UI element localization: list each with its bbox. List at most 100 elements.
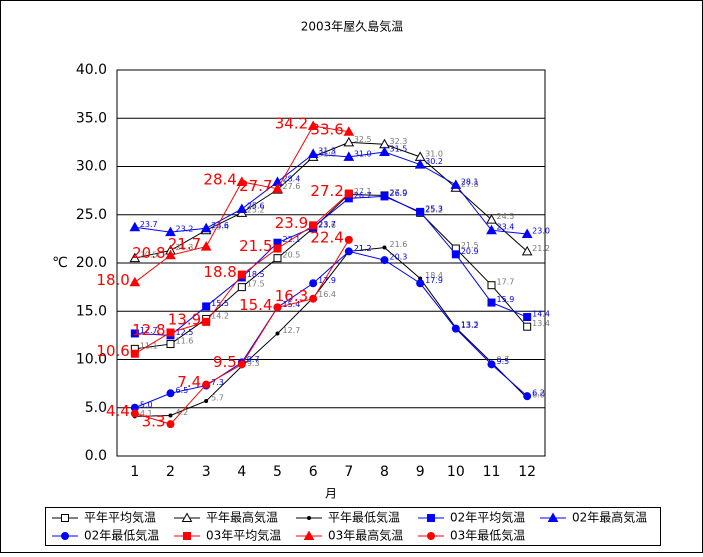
data-label: 21.2 <box>532 244 550 253</box>
data-point <box>200 241 212 251</box>
data-point <box>165 226 176 237</box>
data-label: 13.9 <box>168 310 201 328</box>
data-point <box>130 349 139 358</box>
data-label: 13.2 <box>461 321 479 330</box>
series-line <box>134 247 528 417</box>
data-label: 27.6 <box>283 182 301 191</box>
data-label: 20.3 <box>390 253 408 262</box>
data-label: 31.0 <box>318 149 336 158</box>
data-label: 31.5 <box>390 145 408 154</box>
data-label: 22.4 <box>310 228 343 246</box>
x-tick-label: 9 <box>416 464 425 480</box>
data-label: 28.1 <box>461 177 479 186</box>
data-label: 4.2 <box>176 408 189 417</box>
data-point <box>307 148 319 158</box>
data-label: 18.8 <box>203 263 236 281</box>
x-tick-label: 7 <box>344 464 353 480</box>
data-label: 28.4 <box>203 170 236 188</box>
data-label: 9.5 <box>213 353 237 371</box>
data-label: 12.7 <box>283 326 301 335</box>
data-point <box>273 254 282 263</box>
data-label: 21.3 <box>176 243 194 252</box>
data-point <box>237 360 246 369</box>
data-point <box>202 302 211 311</box>
data-point <box>129 276 141 287</box>
data-label: 21.5 <box>461 241 479 250</box>
legend-box <box>45 507 661 546</box>
y-tick-label: 5.0 <box>85 400 107 416</box>
data-label: 25.2 <box>425 205 443 214</box>
legend-marker <box>427 532 435 540</box>
data-point <box>237 283 246 292</box>
data-label: 25.6 <box>247 201 265 210</box>
legend-label: 02年最低気温 <box>84 528 159 543</box>
data-label: 14.2 <box>211 311 229 320</box>
x-axis-label: 月 <box>325 487 337 501</box>
data-point <box>309 279 318 288</box>
data-label: 28.4 <box>283 174 301 183</box>
data-point <box>486 214 497 224</box>
data-label: 23.4 <box>211 223 229 232</box>
data-label: 27.1 <box>354 187 372 196</box>
data-point <box>487 281 496 290</box>
data-label: 27.2 <box>310 182 343 200</box>
data-point <box>275 331 280 336</box>
data-point <box>523 313 532 322</box>
y-axis-label: ℃ <box>52 255 68 271</box>
y-tick-label: 20.0 <box>76 255 107 271</box>
legend-marker <box>307 516 311 520</box>
data-point <box>236 203 248 213</box>
data-point <box>523 392 532 401</box>
data-label: 21.2 <box>354 244 372 253</box>
data-label: 27.0 <box>390 188 408 197</box>
data-point <box>236 176 248 186</box>
x-tick-label: 8 <box>380 464 389 480</box>
legend-label: 03年平均気温 <box>206 528 281 543</box>
data-label: 23.6 <box>318 221 336 230</box>
data-label: 6.0 <box>532 391 545 400</box>
data-label: 17.9 <box>318 276 336 285</box>
legend-marker <box>61 532 69 540</box>
data-point <box>380 256 389 265</box>
legend-label: 平年平均気温 <box>84 510 156 525</box>
data-label: 32.5 <box>354 135 372 144</box>
data-label: 7.4 <box>177 373 201 391</box>
data-label: 6.5 <box>176 386 189 395</box>
data-label: 17.7 <box>497 278 515 287</box>
data-label: 18.0 <box>96 271 129 289</box>
data-label: 9.7 <box>497 355 510 364</box>
data-point <box>380 192 389 201</box>
data-label: 20.8 <box>132 244 165 262</box>
data-label: 12.7 <box>140 326 158 335</box>
data-point <box>237 270 246 279</box>
data-point <box>202 317 211 326</box>
x-tick-label: 12 <box>518 464 536 480</box>
data-label: 4.1 <box>140 409 153 418</box>
x-tick-label: 10 <box>447 464 465 480</box>
data-label: 23.9 <box>275 214 308 232</box>
data-label: 9.3 <box>247 359 260 368</box>
data-label: 23.6 <box>211 221 229 230</box>
data-label: 5.7 <box>211 393 224 402</box>
data-label: 18.4 <box>425 271 443 280</box>
series-line <box>134 151 528 235</box>
data-point <box>165 249 176 260</box>
data-label: 31.0 <box>354 149 372 158</box>
x-tick-label: 5 <box>273 464 282 480</box>
data-label: 32.3 <box>390 137 408 146</box>
data-point <box>344 247 353 256</box>
data-label: 25.2 <box>247 205 265 214</box>
legend-label: 02年平均気温 <box>450 510 525 525</box>
data-point <box>273 303 282 312</box>
data-point <box>166 420 175 429</box>
data-label: 17.9 <box>425 276 443 285</box>
data-point <box>486 224 497 235</box>
data-point <box>307 120 319 130</box>
data-point <box>130 409 139 418</box>
series-line <box>134 250 528 409</box>
data-point <box>343 136 355 147</box>
data-point <box>521 245 533 256</box>
data-point <box>382 245 387 250</box>
data-label: 26.9 <box>390 189 408 198</box>
data-label: 13.4 <box>532 319 550 328</box>
